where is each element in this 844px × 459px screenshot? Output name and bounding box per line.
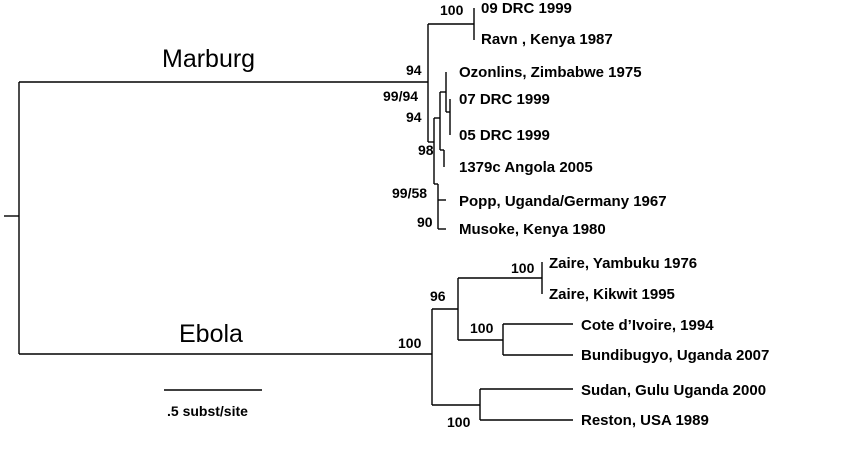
taxon-label-05-drc: 05 DRC 1999 xyxy=(459,127,550,144)
root-branches xyxy=(4,81,432,355)
support-value-popp-group: 99/58 xyxy=(392,185,427,201)
support-value-zaire-cote-group: 96 xyxy=(430,288,446,304)
taxon-label-sudan: Sudan, Gulu Uganda 2000 xyxy=(581,382,766,399)
clade-label-ebola: Ebola xyxy=(179,320,243,348)
taxon-label-angola: 1379c Angola 2005 xyxy=(459,159,593,176)
taxon-label-kikwit: Zaire, Kikwit 1995 xyxy=(549,286,675,303)
ebola-branches xyxy=(431,262,573,421)
taxon-label-ozonlins: Ozonlins, Zimbabwe 1975 xyxy=(459,64,642,81)
taxon-label-09-drc: 09 DRC 1999 xyxy=(481,0,572,17)
clade-label-marburg: Marburg xyxy=(162,45,255,73)
support-value-09drc-ravn: 100 xyxy=(440,2,464,18)
taxon-label-cote-divoire: Cote d’Ivoire, 1994 xyxy=(581,317,714,334)
support-value-zaire: 100 xyxy=(511,260,535,276)
taxon-label-07-drc: 07 DRC 1999 xyxy=(459,91,550,108)
support-value-ozonlins-group: 99/94 xyxy=(383,88,418,104)
taxon-label-ravn: Ravn , Kenya 1987 xyxy=(481,31,613,48)
support-value-ebola-root: 100 xyxy=(398,335,422,351)
support-value-cote-bundibugyo: 100 xyxy=(470,320,494,336)
taxon-label-musoke: Musoke, Kenya 1980 xyxy=(459,221,606,238)
taxon-label-yambuku: Zaire, Yambuku 1976 xyxy=(549,255,697,272)
marburg-branches xyxy=(427,8,475,230)
support-value-angola-group: 98 xyxy=(418,142,434,158)
support-value-sudan-reston: 100 xyxy=(447,414,471,430)
support-value-musoke: 90 xyxy=(417,214,433,230)
support-value-marburg-root: 94 xyxy=(406,62,422,78)
taxon-label-reston: Reston, USA 1989 xyxy=(581,412,709,429)
taxon-label-bundibugyo: Bundibugyo, Uganda 2007 xyxy=(581,347,769,364)
taxon-label-popp: Popp, Uganda/Germany 1967 xyxy=(459,193,667,210)
scale-bar-label: .5 subst/site xyxy=(167,403,248,419)
support-value-07-05-drc: 94 xyxy=(406,109,422,125)
